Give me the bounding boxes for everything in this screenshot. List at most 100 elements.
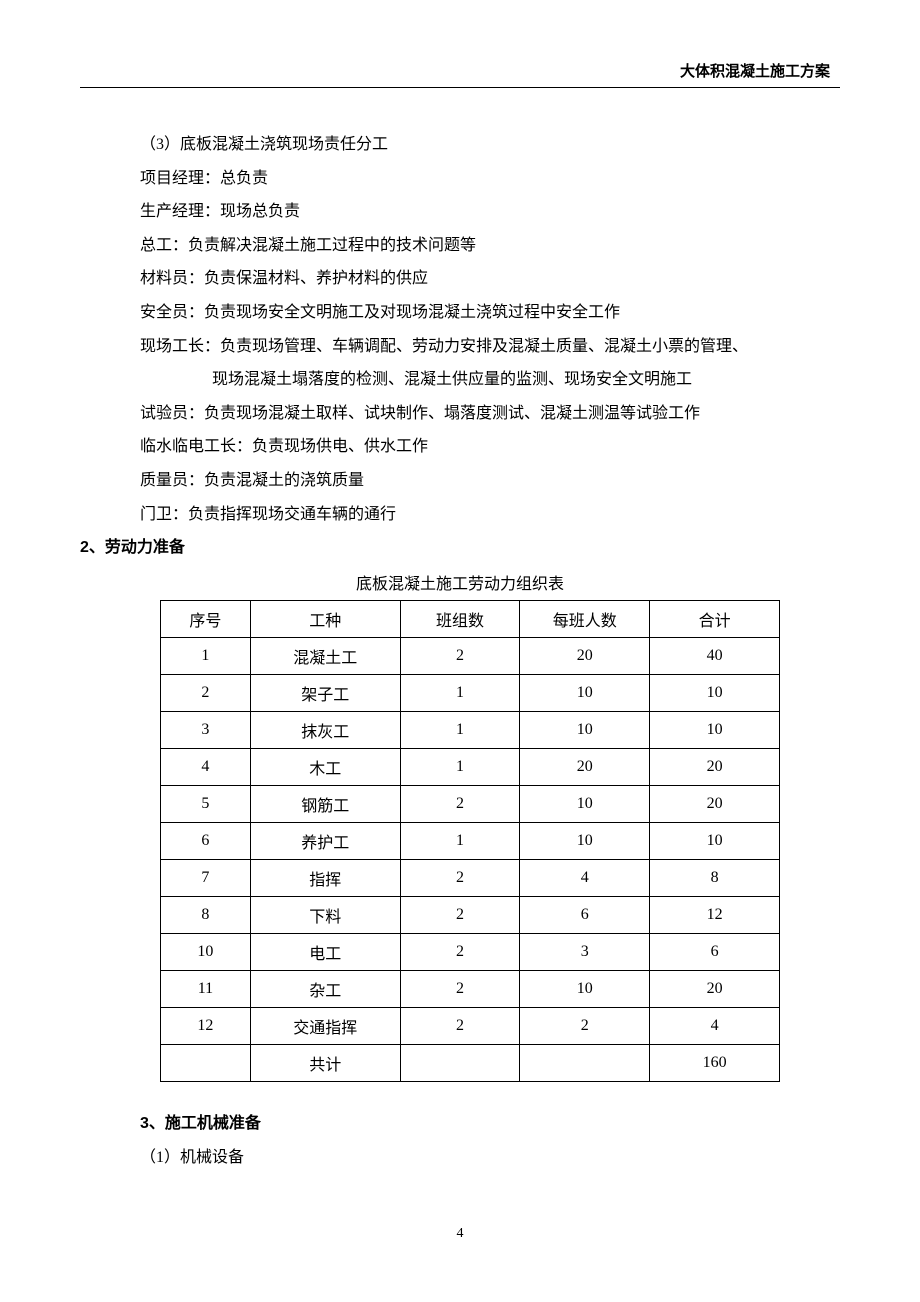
- table-cell: 7: [161, 859, 251, 896]
- table-cell: 6: [161, 822, 251, 859]
- table-cell: 10: [520, 711, 650, 748]
- table-cell: 木工: [250, 748, 400, 785]
- table-cell: 1: [161, 637, 251, 674]
- table-cell: 养护工: [250, 822, 400, 859]
- table-cell: 10: [520, 970, 650, 1007]
- table-cell: 4: [161, 748, 251, 785]
- table-header-row: 序号 工种 班组数 每班人数 合计: [161, 600, 780, 637]
- table-cell: [161, 1044, 251, 1081]
- para-site-foreman-cont: 现场混凝土塌落度的检测、混凝土供应量的监测、现场安全文明施工: [140, 363, 840, 397]
- table-cell: 交通指挥: [250, 1007, 400, 1044]
- page-number: 4: [0, 1226, 920, 1242]
- table-cell: 10: [650, 674, 780, 711]
- para-quality-staff: 质量员：负责混凝土的浇筑质量: [140, 464, 840, 498]
- table-cell: 2: [400, 1007, 520, 1044]
- table-row: 11杂工21020: [161, 970, 780, 1007]
- table-row: 10电工236: [161, 933, 780, 970]
- table-cell: 40: [650, 637, 780, 674]
- table-cell: 12: [650, 896, 780, 933]
- table-cell: 10: [161, 933, 251, 970]
- content-area: （3）底板混凝土浇筑现场责任分工 项目经理：总负责 生产经理：现场总负责 总工：…: [80, 128, 840, 1174]
- header-divider: [80, 87, 840, 88]
- table-cell: 2: [400, 859, 520, 896]
- table-row: 3抹灰工11010: [161, 711, 780, 748]
- para-gate-guard: 门卫：负责指挥现场交通车辆的通行: [140, 498, 840, 532]
- table-cell: 混凝土工: [250, 637, 400, 674]
- table-row: 7指挥248: [161, 859, 780, 896]
- table-cell: 1: [400, 822, 520, 859]
- para-water-electric-foreman: 临水临电工长：负责现场供电、供水工作: [140, 430, 840, 464]
- table-header-cell: 每班人数: [520, 600, 650, 637]
- table-cell: 12: [161, 1007, 251, 1044]
- table-cell: 10: [520, 785, 650, 822]
- para-chief-engineer: 总工：负责解决混凝土施工过程中的技术问题等: [140, 229, 840, 263]
- section3-heading: 3、施工机械准备: [140, 1106, 840, 1141]
- table-cell: 电工: [250, 933, 400, 970]
- table-cell: 5: [161, 785, 251, 822]
- table-cell: 2: [400, 637, 520, 674]
- table-cell: 4: [650, 1007, 780, 1044]
- table-cell: 共计: [250, 1044, 400, 1081]
- labor-table-title: 底板混凝土施工劳动力组织表: [140, 571, 840, 600]
- table-cell: 1: [400, 748, 520, 785]
- section2-heading: 2、劳动力准备: [80, 531, 840, 565]
- table-cell: 2: [400, 896, 520, 933]
- table-row: 8下料2612: [161, 896, 780, 933]
- table-cell: 11: [161, 970, 251, 1007]
- table-row: 共计 160: [161, 1044, 780, 1081]
- table-cell: 2: [161, 674, 251, 711]
- table-cell: [520, 1044, 650, 1081]
- labor-organization-table: 序号 工种 班组数 每班人数 合计 1混凝土工220402架子工110103抹灰…: [160, 600, 780, 1082]
- table-row: 4木工12020: [161, 748, 780, 785]
- table-cell: 3: [161, 711, 251, 748]
- para-production-manager: 生产经理：现场总负责: [140, 195, 840, 229]
- table-row: 5钢筋工21020: [161, 785, 780, 822]
- table-cell: 2: [520, 1007, 650, 1044]
- para-material-staff: 材料员：负责保温材料、养护材料的供应: [140, 262, 840, 296]
- table-cell: 20: [650, 748, 780, 785]
- para-site-foreman: 现场工长：负责现场管理、车辆调配、劳动力安排及混凝土质量、混凝土小票的管理、: [140, 330, 840, 364]
- para-safety-staff: 安全员：负责现场安全文明施工及对现场混凝土浇筑过程中安全工作: [140, 296, 840, 330]
- table-header-cell: 序号: [161, 600, 251, 637]
- table-cell: 架子工: [250, 674, 400, 711]
- table-cell: 160: [650, 1044, 780, 1081]
- para-responsibility-heading: （3）底板混凝土浇筑现场责任分工: [140, 128, 840, 162]
- table-cell: 20: [520, 637, 650, 674]
- table-cell: 2: [400, 970, 520, 1007]
- table-cell: 10: [520, 822, 650, 859]
- table-row: 6养护工11010: [161, 822, 780, 859]
- table-cell: 20: [520, 748, 650, 785]
- table-cell: 钢筋工: [250, 785, 400, 822]
- table-cell: 8: [161, 896, 251, 933]
- table-cell: 6: [650, 933, 780, 970]
- page-container: 大体积混凝土施工方案 （3）底板混凝土浇筑现场责任分工 项目经理：总负责 生产经…: [0, 0, 920, 1214]
- header-title: 大体积混凝土施工方案: [80, 60, 840, 81]
- table-cell: 20: [650, 785, 780, 822]
- table-cell: 6: [520, 896, 650, 933]
- table-header-cell: 合计: [650, 600, 780, 637]
- table-cell: 下料: [250, 896, 400, 933]
- table-cell: 3: [520, 933, 650, 970]
- table-cell: 2: [400, 933, 520, 970]
- table-header-cell: 工种: [250, 600, 400, 637]
- table-cell: 4: [520, 859, 650, 896]
- table-row: 2架子工11010: [161, 674, 780, 711]
- table-row: 12交通指挥224: [161, 1007, 780, 1044]
- table-cell: 8: [650, 859, 780, 896]
- table-cell: 1: [400, 674, 520, 711]
- table-cell: [400, 1044, 520, 1081]
- table-cell: 10: [650, 822, 780, 859]
- table-cell: 2: [400, 785, 520, 822]
- table-cell: 杂工: [250, 970, 400, 1007]
- table-cell: 抹灰工: [250, 711, 400, 748]
- para-machinery-equipment: （1）机械设备: [140, 1141, 840, 1175]
- para-tester: 试验员：负责现场混凝土取样、试块制作、塌落度测试、混凝土测温等试验工作: [140, 397, 840, 431]
- table-cell: 20: [650, 970, 780, 1007]
- table-cell: 指挥: [250, 859, 400, 896]
- table-cell: 1: [400, 711, 520, 748]
- table-body: 1混凝土工220402架子工110103抹灰工110104木工120205钢筋工…: [161, 637, 780, 1081]
- table-cell: 10: [520, 674, 650, 711]
- table-header-cell: 班组数: [400, 600, 520, 637]
- table-row: 1混凝土工22040: [161, 637, 780, 674]
- table-cell: 10: [650, 711, 780, 748]
